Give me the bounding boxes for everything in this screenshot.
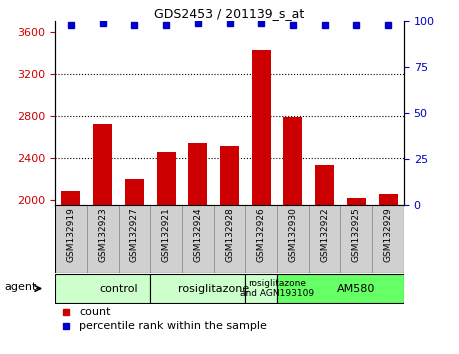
Bar — [315, 165, 334, 205]
Bar — [182, 205, 213, 273]
Text: GSM132922: GSM132922 — [320, 207, 329, 262]
Bar — [246, 205, 277, 273]
Title: GDS2453 / 201139_s_at: GDS2453 / 201139_s_at — [154, 7, 305, 20]
Text: agent: agent — [5, 282, 37, 292]
Text: GSM132930: GSM132930 — [288, 207, 297, 262]
Text: GSM132925: GSM132925 — [352, 207, 361, 262]
Bar — [347, 198, 366, 205]
Text: GSM132927: GSM132927 — [130, 207, 139, 262]
Bar — [125, 179, 144, 205]
Bar — [341, 205, 372, 273]
Bar — [252, 50, 271, 205]
Text: rosiglitazone
and AGN193109: rosiglitazone and AGN193109 — [240, 279, 314, 298]
Bar — [277, 274, 404, 303]
Bar — [220, 147, 239, 205]
Bar — [246, 274, 277, 303]
Text: GSM132921: GSM132921 — [162, 207, 171, 262]
Bar — [55, 205, 87, 273]
Bar — [372, 205, 404, 273]
Bar — [277, 205, 309, 273]
Text: GSM132929: GSM132929 — [384, 207, 392, 262]
Bar — [150, 205, 182, 273]
Bar — [379, 194, 397, 205]
Bar — [87, 205, 118, 273]
Text: percentile rank within the sample: percentile rank within the sample — [79, 321, 268, 331]
Text: GSM132923: GSM132923 — [98, 207, 107, 262]
Bar — [188, 143, 207, 205]
Text: GSM132919: GSM132919 — [67, 207, 75, 262]
Text: GSM132926: GSM132926 — [257, 207, 266, 262]
Text: count: count — [79, 307, 111, 316]
Text: GSM132928: GSM132928 — [225, 207, 234, 262]
Bar — [157, 152, 176, 205]
Bar — [150, 274, 246, 303]
Bar — [62, 190, 80, 205]
Text: AM580: AM580 — [337, 284, 375, 293]
Bar — [213, 205, 246, 273]
Bar — [93, 124, 112, 205]
Text: control: control — [99, 284, 138, 293]
Bar — [309, 205, 341, 273]
Bar — [283, 117, 302, 205]
Text: GSM132924: GSM132924 — [193, 207, 202, 262]
Bar — [55, 274, 150, 303]
Text: rosiglitazone: rosiglitazone — [178, 284, 249, 293]
Bar — [118, 205, 150, 273]
